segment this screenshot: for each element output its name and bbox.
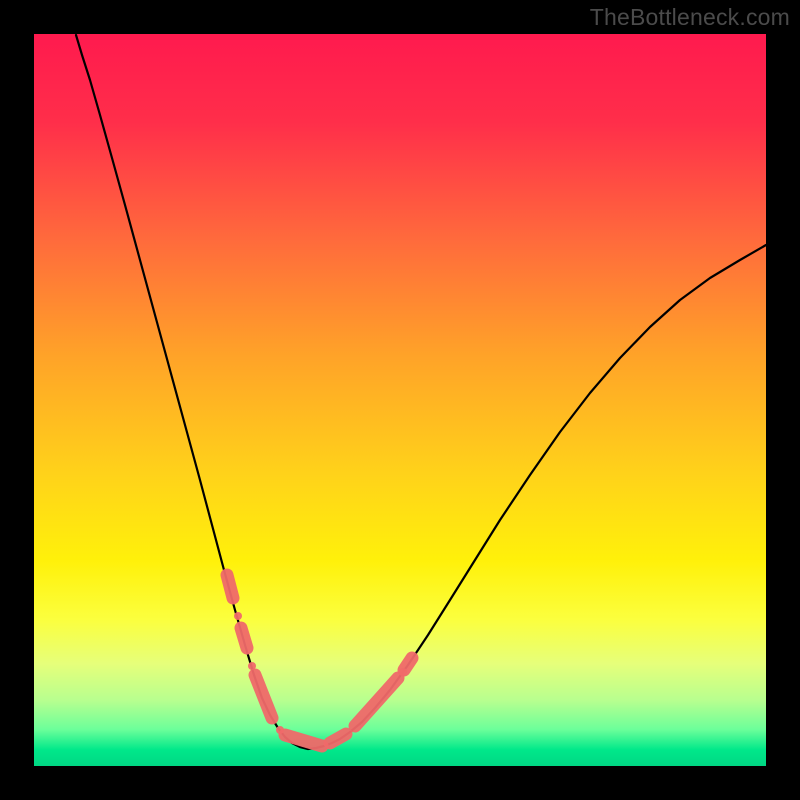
bottleneck-chart <box>0 0 800 800</box>
chart-frame: TheBottleneck.com <box>0 0 800 800</box>
watermark-text: TheBottleneck.com <box>590 4 790 31</box>
